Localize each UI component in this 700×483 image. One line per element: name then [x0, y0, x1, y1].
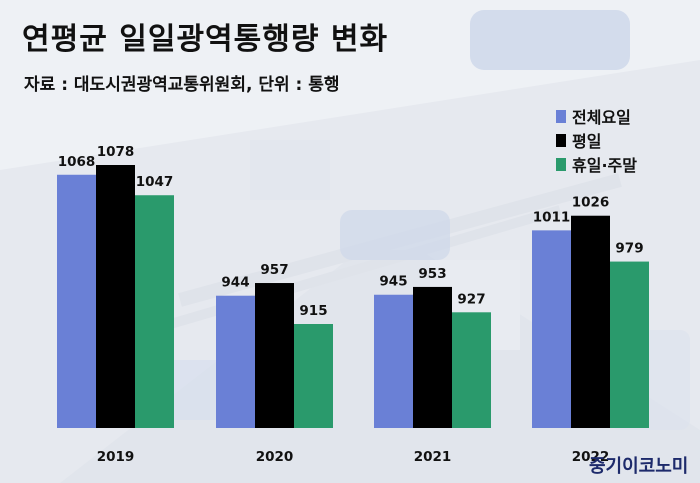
category-label-2022: 2022	[572, 449, 610, 465]
publisher-logo: 중기이코노미	[589, 456, 689, 477]
legend-item-weekday: 평일	[556, 128, 637, 152]
bar-2022-0	[532, 230, 571, 428]
bar-2020-2	[294, 324, 333, 428]
data-label-2021-1: 953	[418, 266, 446, 282]
legend: 전체요일 평일 휴일·주말	[556, 104, 637, 176]
bar-2021-1	[413, 286, 452, 428]
legend-item-holiday: 휴일·주말	[556, 152, 637, 176]
legend-swatch-total	[556, 109, 566, 123]
data-label-2022-2: 979	[615, 241, 643, 257]
data-label-2020-2: 915	[299, 303, 327, 319]
legend-item-total: 전체요일	[556, 104, 637, 128]
legend-swatch-holiday	[556, 157, 566, 171]
bar-2019-0	[57, 174, 96, 428]
data-label-2022-0: 1011	[533, 209, 571, 225]
bar-2020-0	[216, 295, 255, 428]
bar-2019-1	[96, 165, 135, 428]
data-label-2019-2: 1047	[136, 174, 174, 190]
source-note: 자료 : 대도시권광역교통위원회, 단위 : 통행	[24, 75, 340, 95]
category-label-2019: 2019	[97, 449, 135, 465]
bar-2021-0	[374, 294, 413, 428]
legend-label-holiday: 휴일·주말	[572, 156, 637, 175]
data-label-2019-0: 1068	[58, 154, 96, 170]
data-label-2020-1: 957	[260, 262, 288, 278]
bar-2019-2	[135, 195, 174, 428]
legend-label-weekday: 평일	[572, 132, 602, 151]
bar-2020-1	[255, 283, 294, 428]
category-label-2021: 2021	[414, 449, 452, 465]
data-label-2022-1: 1026	[572, 195, 610, 211]
bar-2022-1	[571, 215, 610, 428]
data-label-2021-0: 945	[379, 274, 407, 290]
bar-2022-2	[610, 261, 649, 428]
data-label-2021-2: 927	[457, 291, 485, 307]
legend-label-total: 전체요일	[572, 108, 631, 127]
chart-title: 연평균 일일광역통행량 변화	[22, 22, 389, 57]
category-label-2020: 2020	[256, 449, 294, 465]
data-label-2019-1: 1078	[97, 144, 135, 160]
legend-swatch-weekday	[556, 133, 566, 147]
data-label-2020-0: 944	[221, 275, 249, 291]
bar-2021-2	[452, 312, 491, 428]
